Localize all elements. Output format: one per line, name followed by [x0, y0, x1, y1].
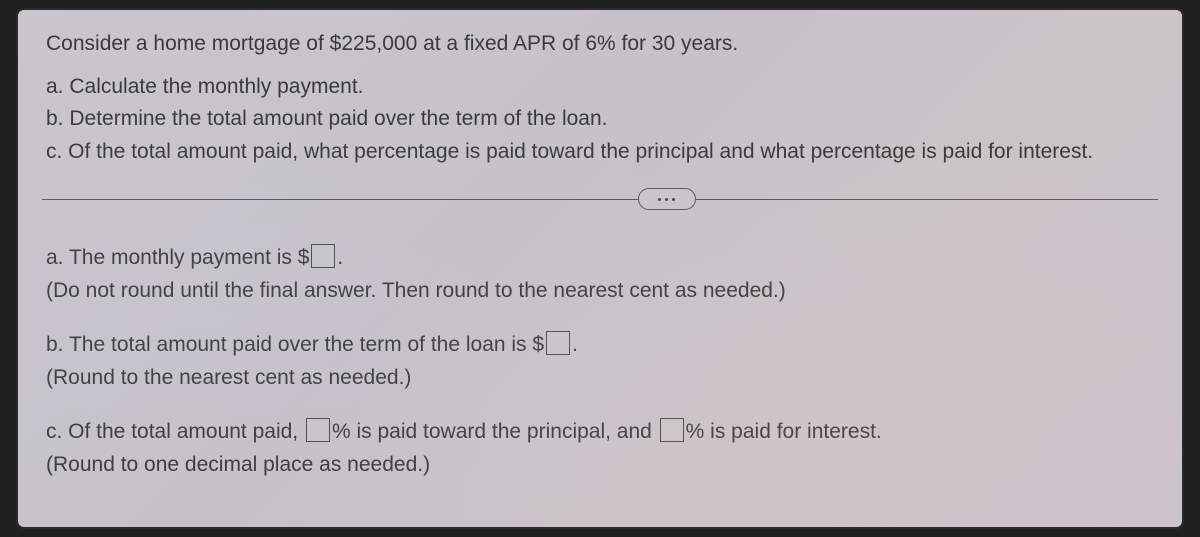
answer-b-input[interactable]	[546, 331, 570, 355]
answer-a-suffix: .	[337, 246, 343, 269]
expand-toggle[interactable]	[638, 188, 696, 210]
section-divider	[42, 182, 1158, 216]
ellipsis-icon	[658, 198, 661, 201]
question-panel: Consider a home mortgage of $225,000 at …	[16, 8, 1184, 529]
answer-b-prefix: b. The total amount paid over the term o…	[46, 333, 544, 356]
answer-b-suffix: .	[572, 333, 578, 356]
sub-questions: a. Calculate the monthly payment. b. Det…	[46, 71, 1154, 169]
answer-c-prefix: c. Of the total amount paid,	[46, 420, 304, 443]
answer-c-interest-input[interactable]	[660, 418, 684, 442]
ellipsis-icon	[672, 198, 675, 201]
divider-line	[42, 199, 1158, 200]
ellipsis-icon	[665, 198, 668, 201]
answer-a-input[interactable]	[311, 244, 335, 268]
answer-c-mid1: % is paid toward the principal, and	[332, 420, 658, 443]
answer-c-principal-input[interactable]	[306, 418, 330, 442]
answer-a: a. The monthly payment is $. (Do not rou…	[46, 242, 1154, 307]
part-a-prompt: a. Calculate the monthly payment.	[46, 71, 1154, 104]
answer-a-prefix: a. The monthly payment is $	[46, 246, 309, 269]
part-b-prompt: b. Determine the total amount paid over …	[46, 103, 1154, 136]
answer-a-hint: (Do not round until the final answer. Th…	[46, 275, 1154, 308]
answer-c: c. Of the total amount paid, % is paid t…	[46, 416, 1154, 481]
part-c-prompt: c. Of the total amount paid, what percen…	[46, 136, 1154, 169]
answer-c-hint: (Round to one decimal place as needed.)	[46, 449, 1154, 482]
answer-b-hint: (Round to the nearest cent as needed.)	[46, 362, 1154, 395]
problem-statement: Consider a home mortgage of $225,000 at …	[46, 28, 1154, 61]
answer-b: b. The total amount paid over the term o…	[46, 329, 1154, 394]
answer-c-mid2: % is paid for interest.	[686, 420, 882, 443]
